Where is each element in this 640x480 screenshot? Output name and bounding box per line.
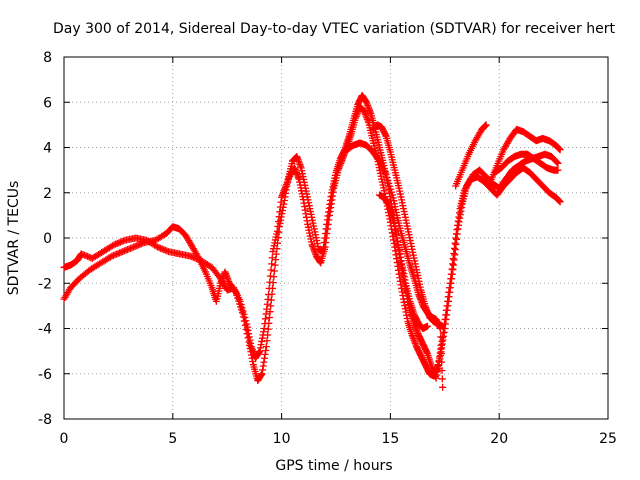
data-point	[553, 158, 561, 166]
data-point	[241, 314, 249, 322]
data-point	[423, 322, 431, 330]
data-point	[268, 254, 276, 262]
data-point	[437, 341, 445, 349]
x-tick-label: 15	[381, 431, 399, 447]
x-tick-label: 5	[168, 431, 177, 447]
series-track-h	[491, 150, 562, 176]
data-point	[438, 358, 446, 366]
series-track-d	[369, 121, 447, 330]
data-point	[266, 278, 274, 286]
y-axis-label: SDTVAR / TECUs	[6, 181, 22, 296]
data-point	[265, 284, 273, 292]
y-tick-label: -4	[38, 322, 52, 338]
data-point	[554, 166, 562, 174]
data-point	[106, 253, 114, 261]
data-point	[438, 375, 446, 383]
x-tick-label: 0	[60, 431, 69, 447]
y-tick-label: -2	[38, 276, 52, 292]
data-point	[236, 297, 244, 305]
x-tick-label: 10	[273, 431, 291, 447]
y-tick-label: 6	[43, 95, 52, 111]
data-point	[437, 333, 445, 341]
y-tick-label: -6	[38, 367, 52, 383]
data-markers	[60, 91, 564, 391]
data-point	[439, 322, 447, 330]
data-point	[438, 367, 446, 375]
data-point	[240, 310, 248, 318]
x-axis-label: GPS time / hours	[275, 458, 392, 474]
data-point	[108, 242, 116, 250]
x-tick-label: 25	[599, 431, 617, 447]
series-track-e	[376, 191, 431, 332]
series-track-b	[60, 103, 564, 380]
data-point	[242, 317, 250, 325]
data-point	[437, 350, 445, 358]
chart-title: Day 300 of 2014, Sidereal Day-to-day VTE…	[53, 21, 615, 37]
data-point	[268, 260, 276, 268]
x-tick-label: 20	[490, 431, 508, 447]
y-tick-label: 0	[43, 231, 52, 247]
data-point	[239, 307, 247, 315]
data-point	[482, 121, 490, 129]
y-tick-label: 4	[43, 141, 52, 157]
data-point	[152, 242, 160, 250]
y-tick-label: 2	[43, 186, 52, 202]
data-point	[238, 304, 246, 312]
data-point	[266, 272, 274, 280]
y-tick-label: 8	[43, 50, 52, 66]
series-track-f	[452, 121, 490, 190]
y-tick-label: -8	[38, 412, 52, 428]
series-track-g	[486, 125, 564, 185]
data-point	[265, 291, 273, 299]
data-point	[267, 266, 275, 274]
data-point	[556, 198, 564, 206]
data-point	[439, 383, 447, 391]
data-point	[554, 159, 562, 167]
data-point	[556, 146, 564, 154]
axis-ticks: 0 5 10 15 20 25 -8 -6 -4 -2 0 2 4 6 8	[38, 50, 617, 447]
data-point	[237, 301, 245, 309]
